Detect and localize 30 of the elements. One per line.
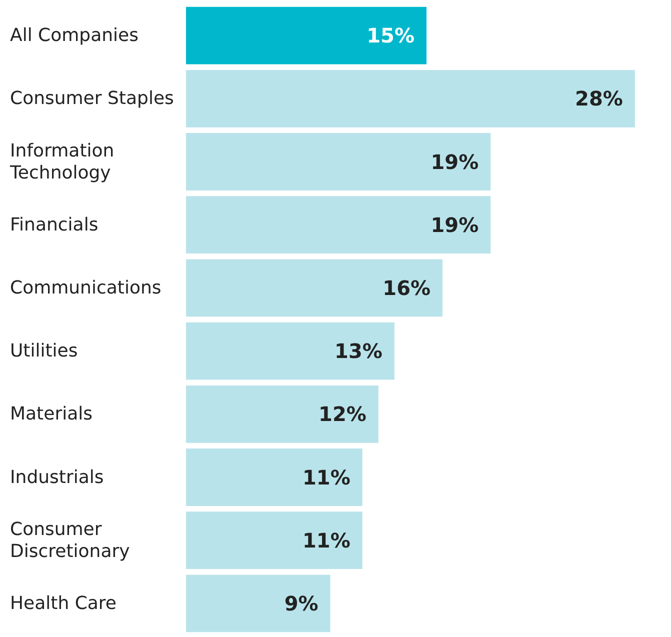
- data-label: 12%: [318, 402, 366, 426]
- y-tick-label: Utilities: [10, 340, 78, 362]
- y-tick-label: Consumer Discretionary: [10, 518, 130, 562]
- data-label: 19%: [430, 150, 479, 174]
- data-label: 13%: [334, 339, 382, 364]
- bar: [186, 448, 362, 506]
- y-tick-label: Financials: [10, 214, 98, 236]
- y-tick-label: Consumer Staples: [10, 88, 174, 110]
- y-tick-label: Information Technology: [9, 140, 120, 184]
- data-label: 11%: [302, 465, 350, 490]
- data-label: 9%: [284, 591, 318, 616]
- y-tick-label: Materials: [10, 404, 93, 425]
- y-tick-label: Health Care: [10, 592, 117, 614]
- bar: [186, 133, 491, 190]
- bar: [186, 196, 491, 254]
- y-tick-label: Industrials: [10, 466, 104, 488]
- data-label: 15%: [366, 24, 414, 48]
- data-label: 28%: [575, 86, 623, 111]
- data-label: 16%: [382, 276, 431, 300]
- bar: [186, 6, 426, 64]
- data-label: 11%: [302, 528, 350, 552]
- bar: [186, 322, 394, 380]
- data-label: 19%: [430, 212, 479, 237]
- bar: [186, 70, 635, 128]
- y-tick-label: Communications: [10, 277, 162, 298]
- bar: [186, 512, 362, 570]
- bar: [186, 385, 378, 443]
- bar: [186, 574, 330, 632]
- bar: [186, 259, 443, 317]
- y-tick-label: All Companies: [10, 25, 138, 46]
